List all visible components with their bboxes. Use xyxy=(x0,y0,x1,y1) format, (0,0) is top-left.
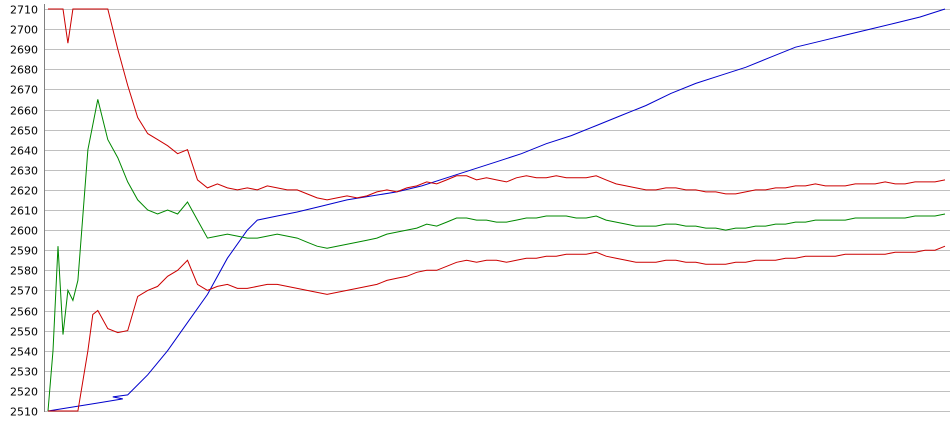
y-tick-label: 2670 xyxy=(10,84,38,97)
y-tick-label: 2630 xyxy=(10,165,38,178)
y-tick-label: 2690 xyxy=(10,44,38,57)
y-tick-label: 2520 xyxy=(10,386,38,399)
y-tick-label: 2640 xyxy=(10,145,38,158)
series-line-2 xyxy=(48,8,946,201)
y-tick-label: 2570 xyxy=(10,285,38,298)
y-tick-label: 2560 xyxy=(10,306,38,319)
y-tick-label: 2650 xyxy=(10,125,38,138)
y-tick-label: 2530 xyxy=(10,366,38,379)
y-tick-label: 2680 xyxy=(10,64,38,77)
y-tick-label: 2540 xyxy=(10,346,38,359)
y-tick-label: 2700 xyxy=(10,24,38,37)
y-tick-label: 2610 xyxy=(10,205,38,218)
series-line-4 xyxy=(48,245,946,412)
y-tick-label: 2590 xyxy=(10,245,38,258)
y-tick-label: 2600 xyxy=(10,225,38,238)
y-axis-tick-labels: 2510 2520 2530 2540 2550 2560 2570 2580 2590 2600… xyxy=(10,4,38,419)
y-tick-label: 2660 xyxy=(10,105,38,118)
series-line-3 xyxy=(47,99,946,412)
y-tick-label: 2550 xyxy=(10,326,38,339)
y-tick-label: 2620 xyxy=(10,185,38,198)
y-tick-label: 2510 xyxy=(10,406,38,419)
series-group xyxy=(47,8,946,412)
series-line-1 xyxy=(47,8,946,412)
y-tick-label: 2710 xyxy=(10,4,38,17)
y-tick-label: 2580 xyxy=(10,265,38,278)
